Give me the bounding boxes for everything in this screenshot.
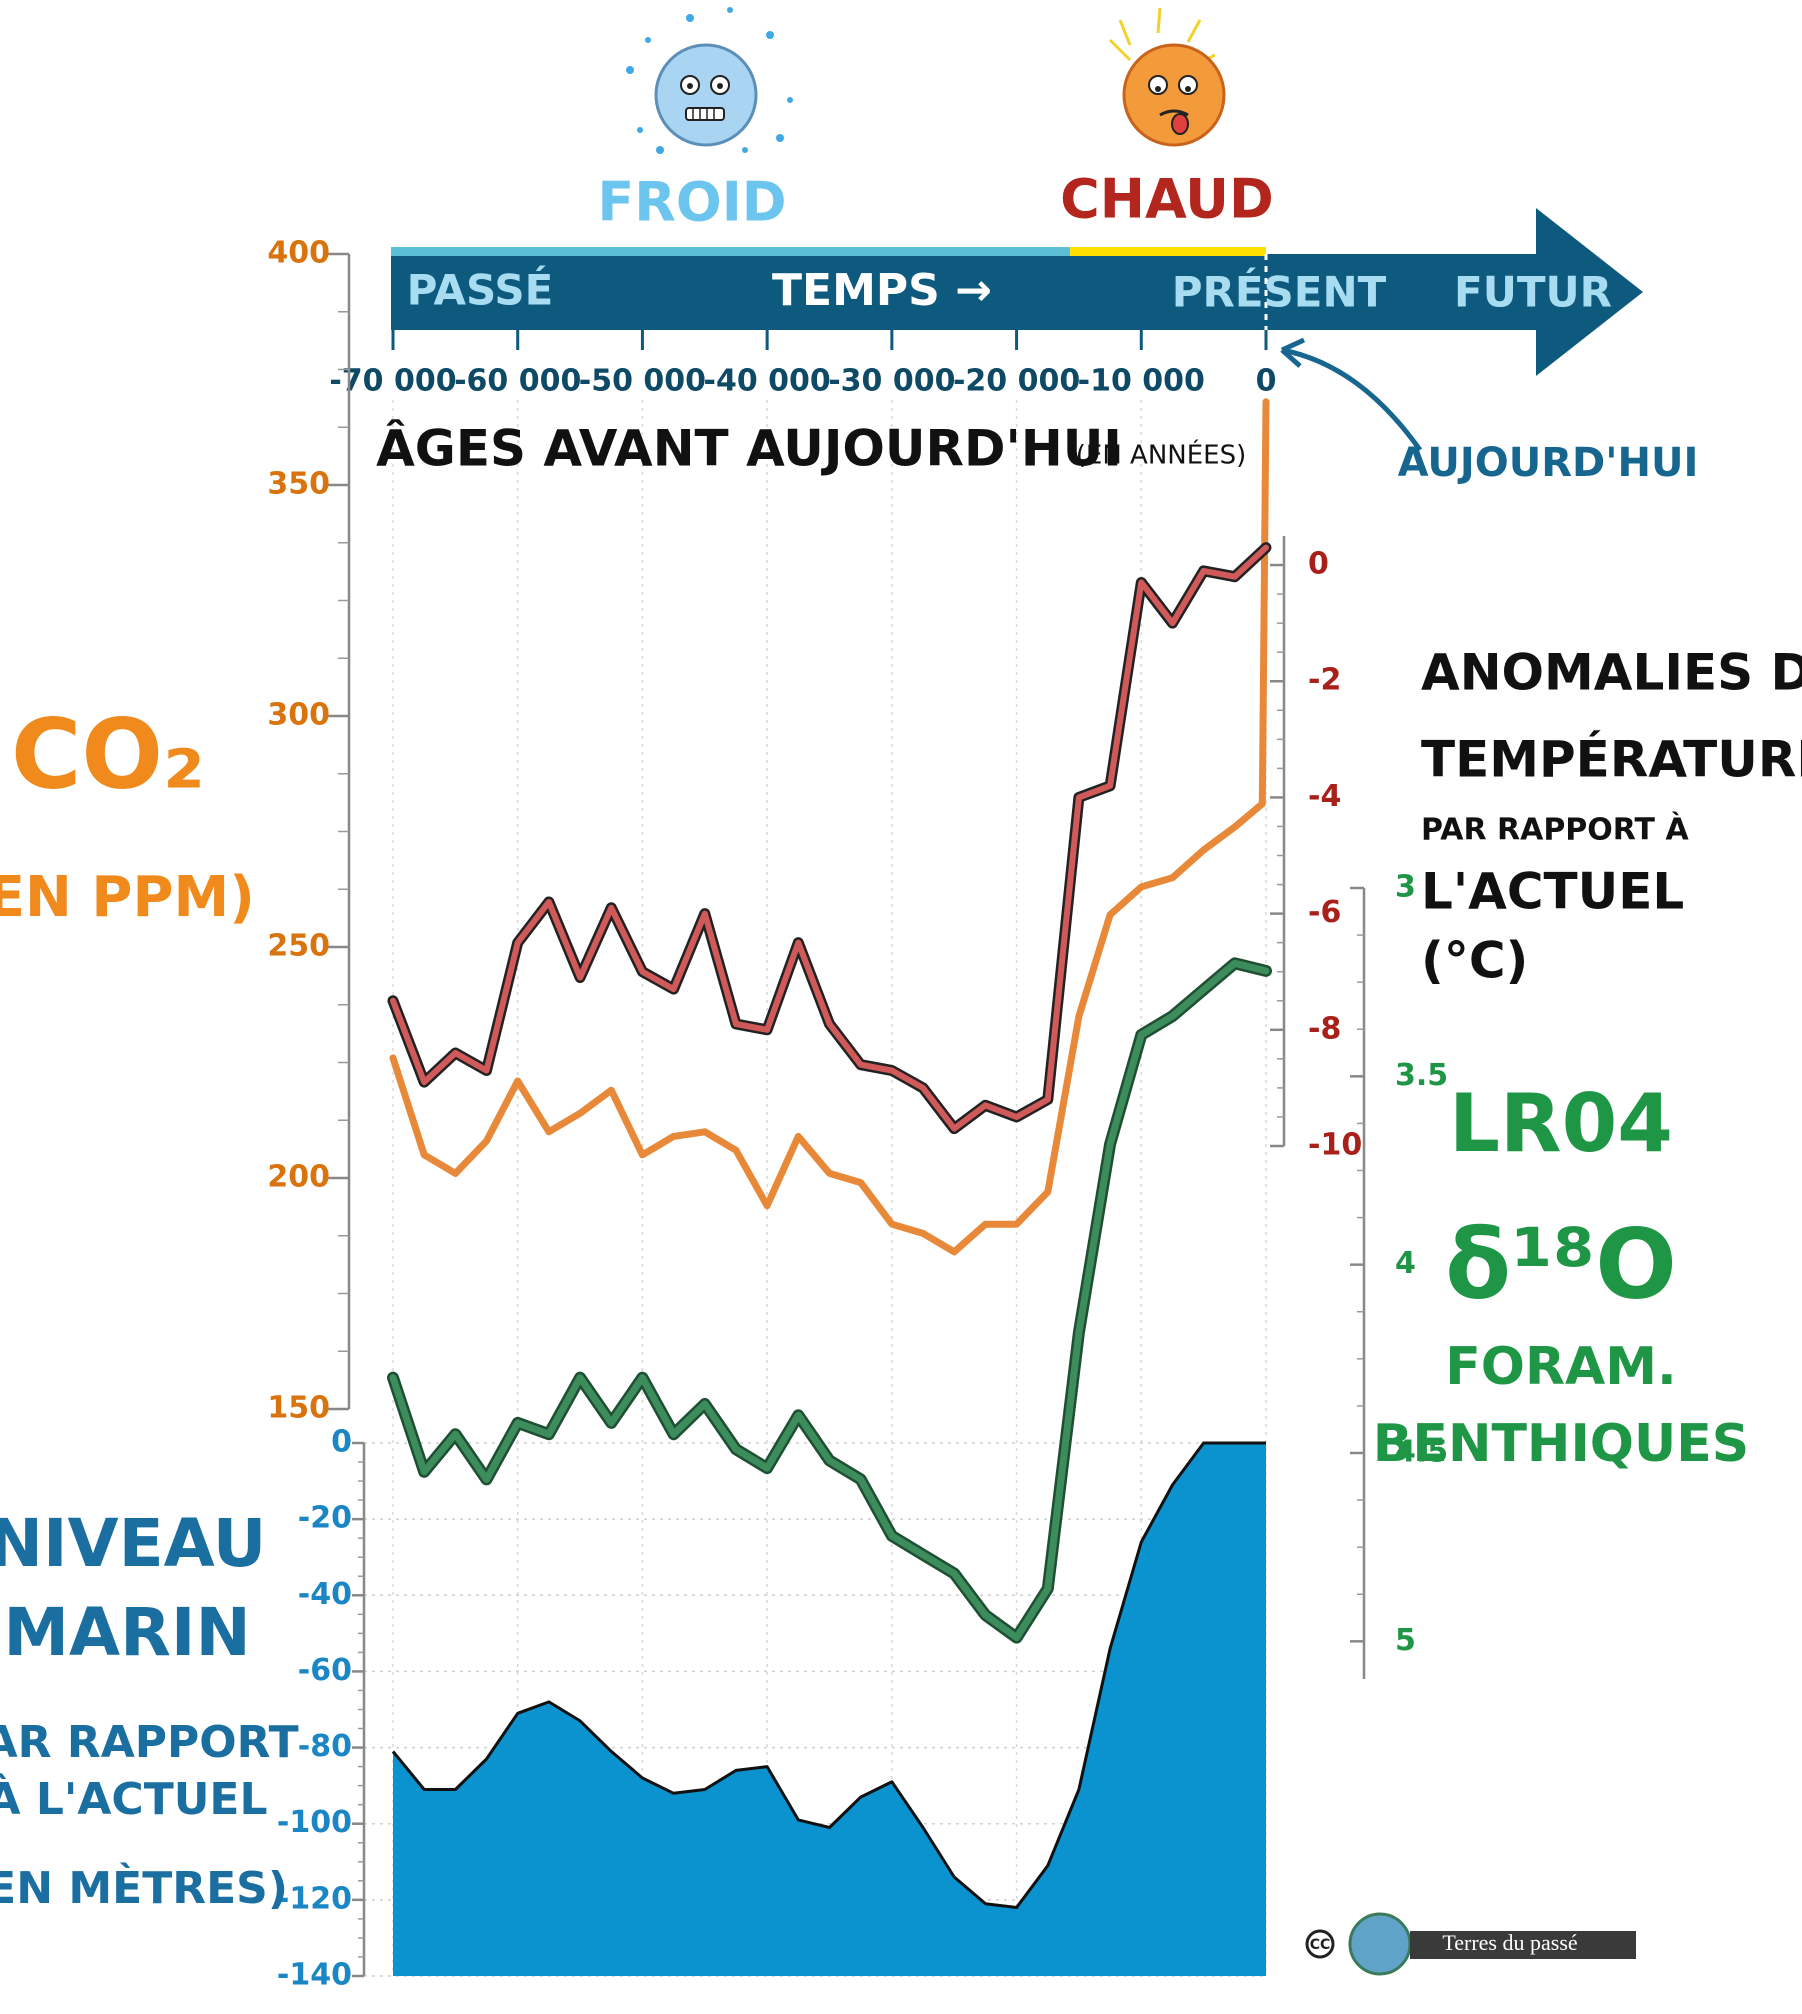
y-tick-label: 4.5 — [1395, 1435, 1448, 1470]
plot-layer: -70 000-60 000-50 000-40 000-30 000-20 0… — [0, 236, 1802, 1993]
x-tick-label: -50 000 — [579, 364, 706, 399]
license-label: CC — [1310, 1937, 1331, 1953]
series-title: À L'ACTUEL — [0, 1772, 268, 1825]
area-fill — [393, 1443, 1266, 1976]
hot-label: CHAUD — [1060, 168, 1274, 231]
today-arrowhead — [1280, 337, 1306, 368]
x-tick-label: 0 — [1256, 364, 1277, 399]
y-tick-label: 150 — [267, 1391, 330, 1426]
series-title: FORAM. — [1445, 1337, 1677, 1397]
x-axis-title: ÂGES AVANT AUJOURD'HUI — [376, 419, 1122, 478]
y-tick-label: -8 — [1308, 1011, 1341, 1046]
y-tick-label: -4 — [1308, 779, 1341, 814]
cold-label: FROID — [597, 171, 786, 234]
series-title: MARIN — [3, 1594, 250, 1671]
series-title: (EN MÈTRES) — [0, 1861, 288, 1914]
series-title: PAR RAPPORT — [0, 1717, 299, 1768]
y-tick-label: 5 — [1395, 1623, 1416, 1658]
series-title: ANOMALIES DE — [1421, 644, 1802, 702]
x-tick-label: -20 000 — [953, 364, 1080, 399]
timeline-time: TEMPS → — [772, 265, 992, 316]
y-tick-label: -6 — [1308, 895, 1341, 930]
series-title: L'ACTUEL — [1421, 863, 1684, 921]
y-tick-label: 0 — [331, 1425, 352, 1460]
area-line — [391, 1441, 1266, 1909]
y-tick-label: -60 — [298, 1653, 352, 1688]
credit-box — [1410, 1931, 1636, 1959]
data-line — [389, 959, 1270, 1642]
license-icon — [1305, 1929, 1335, 1959]
series-title: (°C) — [1421, 932, 1528, 990]
timeline-present: PRÉSENT — [1172, 267, 1387, 317]
y-tick-label: 200 — [267, 1160, 330, 1195]
y-tick-label: 3 — [1395, 870, 1416, 905]
timeline-arrow — [391, 208, 1643, 376]
y-tick-label: -140 — [277, 1958, 352, 1993]
y-tick-label: 300 — [267, 698, 330, 733]
series-title: BENTHIQUES — [1373, 1414, 1749, 1474]
credit-author: Terres du passé — [1442, 1930, 1577, 1955]
x-axis-unit: (EN ANNÉES) — [1076, 439, 1246, 471]
globe-icon — [1348, 1912, 1412, 1976]
timeline-future: FUTUR — [1454, 268, 1612, 317]
y-tick-label: 250 — [267, 929, 330, 964]
x-tick-label: -60 000 — [454, 364, 581, 399]
y-tick-label: 350 — [267, 467, 330, 502]
data-line — [389, 398, 1270, 1256]
cold-face — [626, 7, 793, 154]
y-tick-label: 4 — [1395, 1246, 1416, 1281]
y-tick-label: 3.5 — [1395, 1058, 1448, 1093]
series-title: LR04 — [1449, 1077, 1673, 1170]
series-title: TEMPÉRATURES — [1421, 730, 1802, 789]
y-tick-label: -10 — [1308, 1128, 1362, 1163]
x-tick-label: -70 000 — [329, 364, 456, 399]
y-tick-label: 400 — [267, 236, 330, 271]
y-tick-label: -40 — [298, 1577, 352, 1612]
data-line — [390, 544, 1269, 1132]
y-tick-label: -20 — [298, 1501, 352, 1536]
series-title: PAR RAPPORT À — [1421, 812, 1689, 848]
x-tick-label: -40 000 — [704, 364, 831, 399]
hot-face — [1108, 7, 1226, 147]
x-tick-label: -30 000 — [828, 364, 955, 399]
series-title: CO₂ — [11, 698, 205, 810]
y-tick-label: -2 — [1308, 663, 1341, 698]
today-arrow — [1281, 347, 1423, 452]
y-tick-label: -80 — [298, 1729, 352, 1764]
y-tick-label: 0 — [1308, 547, 1329, 582]
y-tick-label: -120 — [277, 1881, 352, 1916]
x-tick-label: -10 000 — [1078, 364, 1205, 399]
y-tick-label: -100 — [277, 1805, 352, 1840]
timeline-past: PASSÉ — [407, 265, 554, 315]
series-title: δ¹⁸O — [1445, 1208, 1677, 1320]
series-title: (EN PPM) — [0, 865, 255, 930]
today-label: AUJOURD'HUI — [1398, 440, 1699, 486]
series-title: NIVEAU — [0, 1505, 266, 1582]
